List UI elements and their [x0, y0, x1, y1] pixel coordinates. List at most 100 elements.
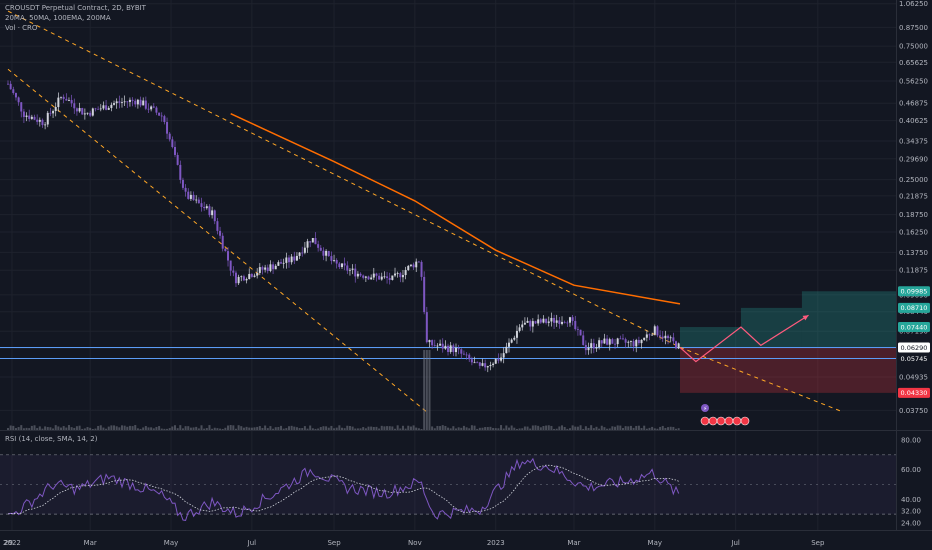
candle-body — [558, 320, 561, 324]
candle-body — [139, 99, 142, 106]
volume-bar — [28, 428, 31, 430]
candle-body — [550, 317, 553, 322]
flag-icon[interactable] — [700, 416, 710, 426]
volume-bar — [672, 426, 675, 430]
chart-title: CROUSDT Perpetual Contract, 2D, BYBIT — [5, 4, 147, 12]
flag-icon[interactable] — [708, 416, 718, 426]
candle-body — [166, 122, 169, 134]
candle-body — [136, 99, 139, 105]
volume-bar — [481, 427, 484, 430]
volume-bar — [25, 427, 28, 430]
volume-bar — [224, 427, 227, 430]
volume-bar — [656, 428, 659, 430]
volume-bar — [41, 428, 44, 430]
candle-body — [675, 341, 677, 349]
volume-bar — [574, 426, 577, 430]
trade-zones — [679, 291, 896, 393]
volume-bar — [547, 425, 550, 430]
volume-bar — [256, 426, 259, 430]
rsi-axis[interactable]: 80.00 60.00 40.00 32.00 24.00 — [901, 437, 921, 528]
volume-bar — [287, 426, 290, 430]
volume-bar — [189, 427, 192, 430]
volume-bar — [447, 427, 450, 430]
volume-bar — [563, 426, 566, 430]
candle-body — [295, 255, 298, 261]
candle-body — [539, 319, 542, 323]
candle-body — [616, 338, 619, 345]
candle-body — [83, 113, 86, 115]
volume-bar — [107, 426, 110, 430]
candle-body — [282, 262, 285, 264]
candle-body — [248, 273, 251, 280]
candle-body — [227, 251, 230, 261]
flag-icon[interactable] — [732, 416, 742, 426]
candle-body — [553, 317, 556, 323]
flag-icon[interactable] — [724, 416, 734, 426]
volume-bar — [341, 427, 343, 430]
volume-bar — [163, 428, 166, 430]
candle-body — [468, 354, 471, 360]
volume-bar — [627, 426, 630, 430]
volume-bar — [73, 427, 76, 430]
volume-bar — [258, 426, 261, 430]
candle-body — [102, 105, 105, 109]
volume-bar — [645, 428, 648, 430]
rsi-tick-label: 24.00 — [901, 520, 921, 528]
volume-bar — [351, 426, 354, 430]
lightning-icon[interactable] — [701, 404, 709, 412]
channel-line — [7, 68, 428, 413]
candle-body — [163, 116, 166, 123]
price-tag — [898, 302, 930, 313]
candle-body — [7, 83, 9, 85]
volume-bar — [619, 425, 622, 430]
volume-bar — [399, 428, 402, 430]
volume-bar — [513, 427, 516, 430]
flag-icon[interactable] — [740, 416, 750, 426]
price-axis[interactable]: 1.06250 0.87500 0.75000 0.65625 0.56250 0.468… — [899, 0, 928, 415]
candle-body — [611, 339, 614, 344]
candle-body — [629, 341, 632, 342]
volume-bar — [407, 425, 410, 430]
flag-icon[interactable] — [716, 416, 726, 426]
volume-bar — [457, 427, 460, 430]
candle-body — [598, 340, 601, 348]
rsi-tick-label: 80.00 — [901, 437, 921, 445]
price-tick-label: 0.75000 — [899, 43, 928, 51]
volume-bar — [579, 425, 582, 430]
volume-bar — [216, 428, 219, 430]
volume-bar — [476, 428, 479, 430]
volume-bar — [629, 425, 632, 430]
candle-body — [372, 273, 375, 278]
candle-body — [672, 337, 675, 342]
volume-bar — [648, 427, 651, 430]
candle-body — [608, 339, 611, 345]
time-tick-label: May — [164, 539, 178, 547]
volume-bar — [176, 428, 179, 430]
candle-body — [309, 241, 312, 243]
volume-bar — [7, 428, 9, 430]
rsi-pane[interactable]: RSI (14, close, SMA, 14, 2) — [0, 435, 896, 521]
volume-bar — [211, 428, 214, 430]
candle-body — [394, 273, 397, 276]
volume-bar — [333, 428, 336, 430]
volume-bar — [473, 425, 476, 430]
volume-bar — [425, 350, 428, 430]
candle-body — [651, 334, 654, 336]
volume-bar — [20, 425, 23, 430]
volume-bar — [595, 426, 598, 430]
candle-body — [17, 97, 20, 103]
candle-body — [346, 265, 349, 271]
volume-bar — [298, 428, 301, 430]
candle-body — [197, 199, 200, 204]
candle-body — [240, 276, 243, 278]
candle-body — [391, 275, 394, 280]
time-tick-label: 2022 — [3, 539, 21, 547]
volume-bar — [356, 428, 359, 430]
candle-body — [401, 275, 404, 278]
candle-body — [465, 354, 468, 356]
event-markers[interactable]: ⚡ — [700, 404, 750, 426]
candle-body — [264, 267, 267, 270]
candle-body — [232, 270, 235, 273]
